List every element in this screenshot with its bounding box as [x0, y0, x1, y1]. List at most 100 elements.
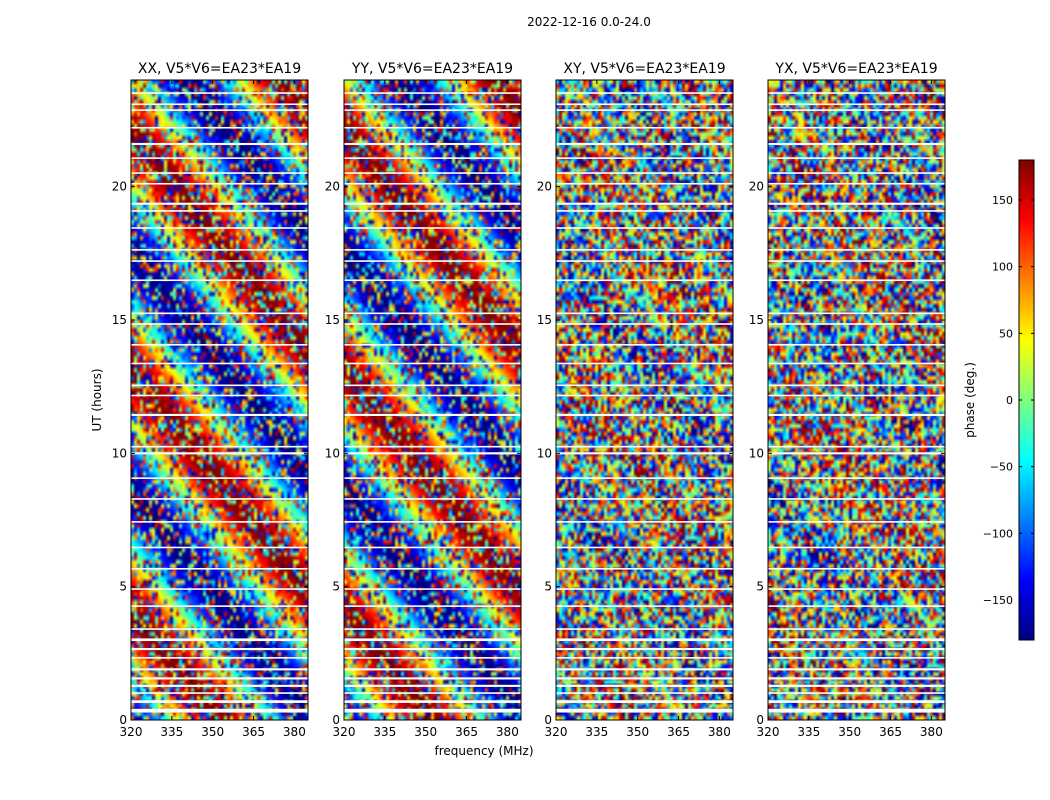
phase-heatmap — [344, 80, 521, 720]
y-tick-label: 0 — [544, 713, 552, 727]
flagged-band — [556, 700, 733, 703]
flagged-band — [131, 172, 308, 174]
y-tick-label: 5 — [119, 580, 127, 594]
x-tick-label: 350 — [201, 725, 224, 739]
flagged-band — [768, 249, 945, 251]
flagged-band — [556, 477, 733, 479]
flagged-band — [131, 521, 308, 523]
flagged-band — [131, 546, 308, 549]
x-tick-label: 365 — [242, 725, 265, 739]
y-tick-label: 0 — [756, 713, 764, 727]
y-tick-label: 10 — [537, 446, 552, 460]
x-tick-label: 320 — [757, 725, 780, 739]
flagged-band — [556, 260, 733, 262]
flagged-band — [131, 92, 308, 94]
flagged-band — [768, 362, 945, 365]
flagged-band — [556, 103, 733, 106]
flagged-band — [131, 344, 308, 346]
colorbar-tick-label: −50 — [990, 461, 1013, 474]
flagged-band — [556, 546, 733, 549]
flagged-band — [768, 157, 945, 159]
flagged-band — [768, 668, 945, 671]
flagged-band — [131, 648, 308, 651]
x-tick-label: 365 — [667, 725, 690, 739]
flagged-band — [768, 103, 945, 106]
panel-xy: XY, V5*V6=EA23*EA19 320 335 350 365 380 0 5 10 15… — [537, 61, 734, 739]
flagged-band — [556, 648, 733, 651]
flagged-band — [131, 227, 308, 229]
x-tick-label: 335 — [585, 725, 608, 739]
flagged-band — [131, 498, 308, 500]
y-tick-label: 15 — [749, 313, 764, 327]
flagged-band — [556, 668, 733, 671]
flagged-band — [556, 344, 733, 346]
flagged-band — [556, 692, 733, 694]
flagged-band — [344, 605, 521, 607]
flagged-band — [556, 142, 733, 146]
panel-title: XX, V5*V6=EA23*EA19 — [138, 61, 301, 77]
y-tick-label: 15 — [537, 313, 552, 327]
flagged-band — [556, 605, 733, 607]
flagged-band — [344, 708, 521, 713]
flagged-band — [556, 312, 733, 315]
flagged-band — [131, 692, 308, 694]
x-tick-label: 350 — [838, 725, 861, 739]
flagged-band — [131, 210, 308, 212]
flagged-band — [768, 498, 945, 500]
panels: XX, V5*V6=EA23*EA19 320 335 350 365 380 0 5 10 15… — [112, 61, 946, 739]
flagged-band — [344, 692, 521, 694]
flagged-band — [768, 588, 945, 590]
flagged-band — [344, 568, 521, 570]
flagged-band — [768, 648, 945, 651]
flagged-band — [556, 279, 733, 282]
flagged-band — [344, 546, 521, 549]
flagged-band — [556, 126, 733, 129]
y-tick-label: 10 — [749, 446, 764, 460]
flagged-band — [768, 452, 945, 455]
x-tick-label: 350 — [414, 725, 437, 739]
flagged-band — [131, 668, 308, 671]
flagged-band — [556, 452, 733, 455]
flagged-band — [344, 279, 521, 282]
colorbar-tick-label: −100 — [983, 527, 1013, 540]
flagged-band — [344, 384, 521, 387]
flagged-band — [344, 210, 521, 212]
flagged-band — [131, 323, 308, 325]
flagged-band — [344, 260, 521, 262]
flagged-band — [131, 628, 308, 630]
flagged-band — [131, 452, 308, 455]
flagged-band — [344, 588, 521, 590]
x-tick-label: 365 — [879, 725, 902, 739]
flagged-band — [768, 323, 945, 325]
flagged-band — [344, 109, 521, 111]
flagged-band — [768, 344, 945, 346]
flagged-band — [556, 323, 733, 325]
flagged-band — [768, 182, 945, 185]
x-tick-label: 335 — [160, 725, 183, 739]
flagged-band — [344, 227, 521, 229]
panel-title: XY, V5*V6=EA23*EA19 — [563, 61, 725, 77]
flagged-band — [768, 628, 945, 630]
flagged-band — [344, 142, 521, 146]
flagged-band — [556, 521, 733, 523]
x-tick-label: 320 — [545, 725, 568, 739]
flagged-band — [556, 249, 733, 251]
flagged-band — [556, 362, 733, 365]
y-tick-label: 20 — [112, 180, 127, 194]
x-tick-label: 380 — [283, 725, 306, 739]
phase-heatmap — [768, 80, 945, 720]
flagged-band — [131, 279, 308, 282]
flagged-band — [556, 708, 733, 713]
panel-yy: YY, V5*V6=EA23*EA19 320 335 350 365 380 0 5 10 15… — [325, 61, 522, 739]
flagged-band — [344, 103, 521, 106]
y-tick-label: 5 — [756, 580, 764, 594]
flagged-band — [556, 182, 733, 185]
flagged-band — [556, 588, 733, 590]
flagged-band — [768, 142, 945, 146]
colorbar-ticks: 150 100 50 0 −50 −100 −150 — [983, 194, 1034, 607]
colorbar-tick-label: 100 — [992, 261, 1013, 274]
flagged-band — [131, 182, 308, 185]
flagged-band — [768, 568, 945, 570]
x-tick-label: 350 — [626, 725, 649, 739]
flagged-band — [344, 668, 521, 671]
